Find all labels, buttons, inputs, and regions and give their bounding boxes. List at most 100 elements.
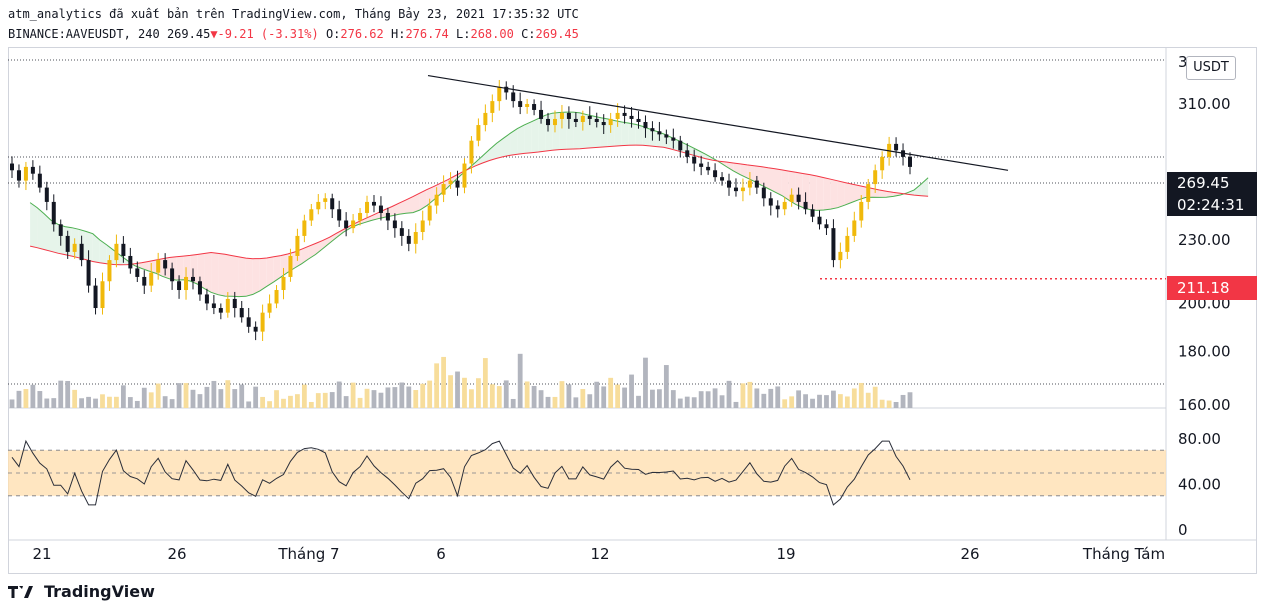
candle-body <box>532 104 537 110</box>
candle-body <box>845 235 850 252</box>
cloud-bearish-segment <box>231 255 239 297</box>
volume-bar <box>691 397 697 408</box>
tradingview-logo[interactable]: TradingView <box>8 582 155 601</box>
currency-button[interactable]: USDT <box>1186 56 1236 80</box>
candle-body <box>406 235 411 244</box>
cloud-bullish-segment <box>698 150 706 159</box>
candle-body <box>86 260 91 286</box>
candle-body <box>385 212 390 221</box>
volume-bar <box>239 384 245 408</box>
volume-bar <box>817 394 822 408</box>
volume-bar <box>246 401 252 408</box>
high-value: 276.74 <box>405 27 449 41</box>
candle-body <box>72 243 77 252</box>
candle-body <box>866 184 871 202</box>
volume-bar <box>670 390 676 408</box>
candle-body <box>344 220 349 229</box>
volume-bar <box>392 387 398 408</box>
cloud-bearish-segment <box>406 196 413 214</box>
volume-bar <box>308 401 314 408</box>
chart-frame <box>8 47 1257 574</box>
rsi-panel: 80.00 40.00 0 <box>8 430 1221 539</box>
candle-body <box>351 220 356 229</box>
volume-bar <box>643 357 648 408</box>
candle-body <box>392 220 397 229</box>
volume-bar <box>93 398 98 408</box>
volume-bar <box>211 380 217 408</box>
candle-body <box>692 156 697 164</box>
candle-body <box>128 255 133 269</box>
volume-bar <box>58 380 64 408</box>
candle-body <box>754 180 759 188</box>
candle-body <box>580 115 585 122</box>
candle-body <box>664 134 669 138</box>
volume-bar <box>232 389 238 408</box>
senkou-span-a-line <box>29 111 929 298</box>
volume-bar <box>858 382 864 408</box>
volume-bar <box>357 397 363 408</box>
candle-body <box>490 101 495 113</box>
cloud-bullish-segment <box>573 112 581 150</box>
candle-body <box>476 125 481 141</box>
cloud-bearish-segment <box>851 183 859 203</box>
volume-bar <box>260 396 266 408</box>
volume-bar <box>872 386 878 408</box>
cloud-bearish-segment <box>252 258 260 295</box>
cloud-bullish-segment <box>44 213 51 252</box>
volume-bar <box>754 388 760 408</box>
time-tick-label: 26 <box>960 545 979 563</box>
cloud-bearish-segment <box>378 209 386 219</box>
cloud-bullish-segment <box>482 149 490 164</box>
price-tick-label: 180.00 <box>1178 342 1231 360</box>
candle-body <box>420 220 425 233</box>
volume-bar <box>747 381 753 408</box>
volume-bar <box>726 380 732 408</box>
candle-body <box>448 180 453 185</box>
volume-bar <box>824 395 829 408</box>
volume-bar <box>16 390 22 408</box>
candle-body <box>622 112 627 116</box>
cloud-bearish-segment <box>329 233 337 244</box>
candle-body <box>309 209 314 221</box>
cloud-bullish-segment <box>642 126 650 146</box>
time-tick-label: 26 <box>167 545 186 563</box>
cloud-bearish-segment <box>781 169 789 201</box>
volume-bar <box>837 394 843 408</box>
candle-body <box>601 121 606 126</box>
volume-bar <box>587 394 593 408</box>
candle-body <box>260 312 265 332</box>
candle-body <box>747 180 752 188</box>
last-price-tag: 269.45 <box>1167 172 1257 194</box>
candle-body <box>197 281 202 295</box>
volume-bar <box>531 385 537 408</box>
cloud-bullish-segment <box>106 244 114 265</box>
volume-bar <box>768 388 774 408</box>
volume-bar <box>315 393 321 408</box>
volume-bar <box>378 392 384 408</box>
grid-lines <box>8 48 1257 541</box>
volume-bar <box>162 396 168 408</box>
price-change: -9.21 (-3.31%) <box>217 27 319 41</box>
cloud-bearish-segment <box>211 252 219 295</box>
candle-body <box>204 294 209 304</box>
volume-bar <box>65 380 71 408</box>
high-label: H: <box>390 27 406 41</box>
cloud-bearish-segment <box>273 255 281 282</box>
volume-bar <box>288 395 293 408</box>
candle-body <box>170 268 175 282</box>
candle-body <box>316 201 321 210</box>
cloud-bullish-segment <box>489 143 497 161</box>
cloud-bearish-segment <box>183 255 191 282</box>
candle-body <box>803 201 808 210</box>
volume-bar <box>656 389 662 408</box>
candle-body <box>190 276 195 282</box>
brand-name: TradingView <box>44 582 155 601</box>
cloud-bullish-segment <box>510 128 518 156</box>
last-price: 269.45 <box>166 27 211 41</box>
candle-body <box>16 170 21 181</box>
volume-bar <box>712 388 718 408</box>
cloud-bullish-segment <box>649 128 657 147</box>
cloud-bullish-segment <box>593 116 601 148</box>
volume-bar <box>893 401 899 408</box>
